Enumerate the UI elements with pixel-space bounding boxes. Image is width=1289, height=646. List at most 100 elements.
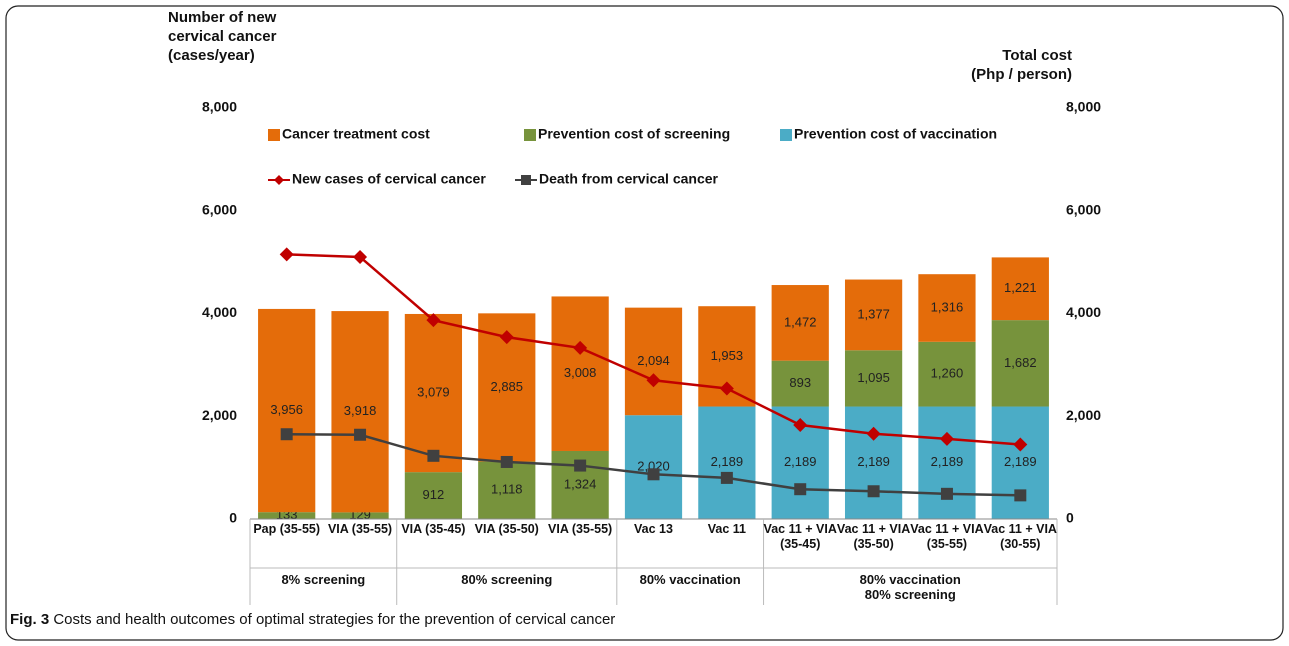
bar-segment: [991, 320, 1049, 407]
y-tick-label: 0: [229, 510, 237, 526]
line-marker: [939, 431, 954, 446]
x-tick-label: VIA (35-55): [327, 522, 393, 536]
value-label: 2,094: [637, 353, 670, 368]
value-label: 3,079: [417, 384, 450, 399]
line-marker: [500, 455, 513, 468]
y2-tick-label: 6,000: [1066, 201, 1101, 217]
line-marker: [719, 381, 734, 396]
group-label: 8% screening: [281, 572, 366, 587]
bar-segment: [918, 406, 976, 519]
bar-segment: [918, 341, 976, 407]
y2-tick-label: 4,000: [1066, 304, 1101, 320]
y-tick-label: 6,000: [202, 201, 237, 217]
value-label: 2,189: [857, 454, 890, 469]
line-marker: [647, 468, 660, 481]
group-label: 80% vaccination 80% screening: [859, 572, 961, 602]
value-label: 2,189: [784, 454, 817, 469]
x-tick-label: Vac 11: [707, 522, 746, 536]
line-marker: [793, 417, 808, 432]
y-tick-label: 2,000: [202, 407, 237, 423]
line-marker: [720, 471, 733, 484]
y2-tick-label: 2,000: [1066, 407, 1101, 423]
legend-marker: [521, 175, 531, 185]
value-label: 1,682: [1004, 355, 1037, 370]
value-label: 1,316: [931, 299, 964, 314]
line-marker: [574, 459, 587, 472]
value-label: 1,953: [711, 348, 744, 363]
legend-swatch: [524, 129, 536, 141]
line-marker: [279, 247, 294, 262]
bar-segment: [698, 406, 756, 519]
value-label: 2,189: [931, 454, 964, 469]
x-tick-label: Vac 11 + VIA (30-55): [983, 522, 1057, 551]
bar-segment: [258, 512, 316, 519]
value-label: 3,956: [270, 402, 303, 417]
bar-segment: [918, 274, 976, 342]
line-marker: [1014, 489, 1027, 502]
line-marker: [280, 428, 293, 441]
line-marker: [867, 485, 880, 498]
value-label: 2,189: [711, 454, 744, 469]
line-marker: [354, 428, 367, 441]
line-marker: [427, 449, 440, 462]
value-label: 1,118: [491, 482, 523, 497]
bar-segment: [331, 512, 389, 519]
value-label: 912: [423, 487, 445, 502]
y-tick-label: 4,000: [202, 304, 237, 320]
value-label: 1,472: [784, 314, 817, 329]
bar-segment: [844, 406, 903, 519]
legend-label: New cases of cervical cancer: [292, 171, 486, 187]
bar-segment: [478, 461, 536, 519]
x-tick-label: Vac 11 + VIA (35-50): [836, 522, 911, 551]
y2-tick-label: 8,000: [1066, 99, 1101, 115]
bar-segment: [404, 472, 463, 519]
legend-label: Prevention cost of screening: [538, 126, 730, 142]
group-label: 80% vaccination: [639, 572, 741, 587]
value-label: 2,885: [490, 379, 523, 394]
line-marker: [646, 373, 661, 388]
value-label: 1,377: [857, 306, 890, 321]
line-marker: [426, 313, 441, 328]
value-label: 1,324: [564, 476, 597, 491]
line-marker: [573, 340, 588, 355]
value-label: 3,008: [564, 365, 597, 380]
bar-segment: [624, 307, 683, 416]
legend-label: Cancer treatment cost: [282, 126, 430, 142]
group-label: 80% screening: [461, 572, 553, 587]
bar-segment: [258, 308, 316, 513]
bar-segment: [844, 350, 903, 407]
value-label: 2,020: [637, 459, 670, 474]
x-tick-label: Vac 11 + VIA (35-55): [910, 522, 984, 551]
x-tick-label: VIA (35-45): [401, 522, 466, 536]
line-marker: [794, 483, 807, 496]
x-tick-label: VIA (35-50): [474, 522, 539, 536]
line-marker: [499, 330, 514, 345]
caption-text: Costs and health outcomes of optimal str…: [53, 611, 616, 628]
x-tick-label: Vac 11 + VIA (35-45): [763, 522, 837, 551]
x-tick-label: VIA (35-55): [548, 522, 613, 536]
bar-segment: [991, 257, 1049, 321]
line-marker: [940, 487, 953, 500]
y2-tick-label: 0: [1066, 510, 1074, 526]
legend-marker: [274, 175, 284, 185]
y-tick-label: 8,000: [202, 99, 237, 115]
value-label: 1,260: [931, 366, 964, 381]
legend-label: Prevention cost of vaccination: [794, 126, 997, 142]
bar-segment: [771, 285, 829, 361]
bar-segment: [404, 313, 463, 473]
y2-axis-title: Total cost (Php / person): [971, 47, 1072, 83]
bar-segment: [551, 296, 609, 451]
line-marker: [1013, 437, 1028, 452]
line-marker: [866, 426, 881, 441]
bar-segment: [844, 279, 903, 351]
caption-label: Fig. 3: [10, 611, 50, 628]
legend-swatch: [780, 129, 792, 141]
bar-segment: [331, 311, 389, 513]
value-label: 1,221: [1004, 280, 1037, 295]
value-label: 3,918: [344, 403, 377, 418]
caption: Fig. 3 Costs and health outcomes of opti…: [10, 611, 615, 628]
value-label: 893: [789, 375, 811, 390]
value-label: 2,189: [1004, 454, 1037, 469]
